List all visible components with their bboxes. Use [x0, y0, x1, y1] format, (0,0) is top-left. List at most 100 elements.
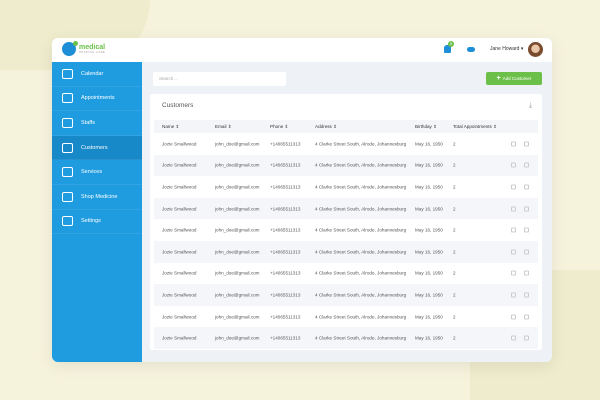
delete-icon[interactable] [524, 335, 529, 341]
column-header[interactable]: Birthday ⇕ [415, 123, 437, 129]
table-cell: john_doe@gmail.com [215, 314, 260, 320]
table-row: Jozie Smallwood john_doe@gmail.com +140655… [154, 197, 538, 220]
table-cell: +14065511313 [270, 162, 301, 168]
table-cell: john_doe@gmail.com [215, 335, 260, 341]
delete-icon[interactable] [524, 206, 529, 212]
appointments-icon [62, 93, 73, 104]
table-cell: 4 Clarke Street South, Alrode, Johannesb… [315, 249, 407, 255]
sidebar-item-calendar[interactable]: Calendar [52, 62, 142, 87]
table-cell: Jozie Smallwood [162, 206, 197, 212]
table-cell: 2 [453, 270, 456, 276]
brand-tagline: HOSPITAL CARE [79, 51, 106, 54]
edit-icon[interactable] [511, 162, 516, 168]
calendar-icon [62, 68, 73, 79]
delete-icon[interactable] [524, 227, 529, 233]
table-cell: john_doe@gmail.com [215, 270, 260, 276]
column-header[interactable]: Address ⇕ [315, 123, 337, 129]
table-cell: 4 Clarke Street South, Alrode, Johannesb… [315, 162, 407, 168]
table-cell: 4 Clarke Street South, Alrode, Johannesb… [315, 184, 407, 190]
delete-icon[interactable] [524, 314, 529, 320]
table-cell: +14065511313 [270, 141, 301, 147]
search-input[interactable]: Search... [153, 72, 286, 86]
table-cell: 2 [453, 292, 456, 298]
column-header[interactable]: Total Appointments ⇕ [453, 123, 497, 129]
table-cell: 4 Clarke Street South, Alrode, Johannesb… [315, 270, 407, 276]
panel-title: Customers [162, 102, 194, 109]
table-cell: john_doe@gmail.com [215, 206, 260, 212]
sidebar-item-appointments[interactable]: Appointments [52, 87, 142, 112]
sidebar-item-label: Services [81, 169, 103, 176]
table-cell: 2 [453, 141, 456, 147]
table-cell: 2 [453, 227, 456, 233]
table-cell: May 16, 1950 [415, 335, 443, 341]
table-cell: 2 [453, 184, 456, 190]
table-cell: Jozie Smallwood [162, 162, 197, 168]
staffs-icon [62, 117, 73, 128]
sidebar-item-shop-medicine[interactable]: Shop Medicine [52, 185, 142, 210]
table-row: Jozie Smallwood john_doe@gmail.com +140655… [154, 327, 538, 349]
table-cell: 2 [453, 314, 456, 320]
edit-icon[interactable] [511, 335, 516, 341]
table-cell: May 16, 1950 [415, 206, 443, 212]
edit-icon[interactable] [511, 227, 516, 233]
brand-name: medical [79, 44, 106, 51]
add-customer-label: Add Customer [502, 76, 532, 81]
download-icon[interactable]: ⤓ [528, 102, 532, 109]
table-cell: +14065511313 [270, 227, 301, 233]
top-bar: medical HOSPITAL CARE 3 Jane Howard ▾ [52, 38, 552, 62]
edit-icon[interactable] [511, 141, 516, 147]
table-cell: May 16, 1950 [415, 184, 443, 190]
table-cell: +14065511313 [270, 335, 301, 341]
table-cell: Jozie Smallwood [162, 314, 197, 320]
chat-icon[interactable] [467, 47, 475, 52]
edit-icon[interactable] [511, 270, 516, 276]
table-row: Jozie Smallwood john_doe@gmail.com +140655… [154, 154, 538, 177]
sidebar-item-customers[interactable]: Customers [52, 135, 142, 161]
edit-icon[interactable] [511, 206, 516, 212]
table-cell: 4 Clarke Street South, Alrode, Johannesb… [315, 141, 407, 147]
sidebar-item-settings[interactable]: Settings [52, 210, 142, 235]
avatar[interactable] [528, 42, 543, 57]
edit-icon[interactable] [511, 184, 516, 190]
bell-icon[interactable] [444, 45, 451, 53]
table-cell: May 16, 1950 [415, 249, 443, 255]
table-cell: 4 Clarke Street South, Alrode, Johannesb… [315, 206, 407, 212]
table-cell: +14065511313 [270, 206, 301, 212]
delete-icon[interactable] [524, 162, 529, 168]
delete-icon[interactable] [524, 184, 529, 190]
edit-icon[interactable] [511, 314, 516, 320]
user-menu[interactable]: Jane Howard ▾ [490, 46, 524, 52]
logo-icon [62, 41, 78, 56]
sidebar: Calendar Appointments Staffs Customers Servi… [52, 62, 142, 362]
table-cell: +14065511313 [270, 314, 301, 320]
table-cell: Jozie Smallwood [162, 227, 197, 233]
table-cell: 2 [453, 335, 456, 341]
table-cell: 2 [453, 249, 456, 255]
logo[interactable]: medical HOSPITAL CARE [62, 41, 106, 56]
delete-icon[interactable] [524, 292, 529, 298]
table-cell: +14065511313 [270, 249, 301, 255]
sidebar-item-staffs[interactable]: Staffs [52, 111, 142, 136]
table-row: Jozie Smallwood john_doe@gmail.com +140655… [154, 306, 538, 328]
edit-icon[interactable] [511, 292, 516, 298]
add-customer-button[interactable]: + Add Customer [486, 72, 542, 85]
column-header[interactable]: Phone ⇕ [270, 123, 289, 129]
delete-icon[interactable] [524, 249, 529, 255]
column-header[interactable]: Name ⇕ [162, 123, 180, 129]
table-cell: Jozie Smallwood [162, 184, 197, 190]
table-cell: May 16, 1950 [415, 227, 443, 233]
table-header: Name ⇕ Email ⇕ Phone ⇕ Address ⇕ Birthday ⇕ T… [154, 120, 538, 133]
table-cell: May 16, 1950 [415, 314, 443, 320]
table-cell: +14065511313 [270, 292, 301, 298]
table-cell: 4 Clarke Street South, Alrode, Johannesb… [315, 227, 407, 233]
delete-icon[interactable] [524, 141, 529, 147]
delete-icon[interactable] [524, 270, 529, 276]
table-cell: May 16, 1950 [415, 162, 443, 168]
table-cell: Jozie Smallwood [162, 270, 197, 276]
edit-icon[interactable] [511, 249, 516, 255]
sidebar-item-label: Customers [81, 144, 108, 151]
table-row: Jozie Smallwood john_doe@gmail.com +140655… [154, 284, 538, 306]
table-cell: Jozie Smallwood [162, 249, 197, 255]
sidebar-item-services[interactable]: Services [52, 160, 142, 185]
column-header[interactable]: Email ⇕ [215, 123, 232, 129]
